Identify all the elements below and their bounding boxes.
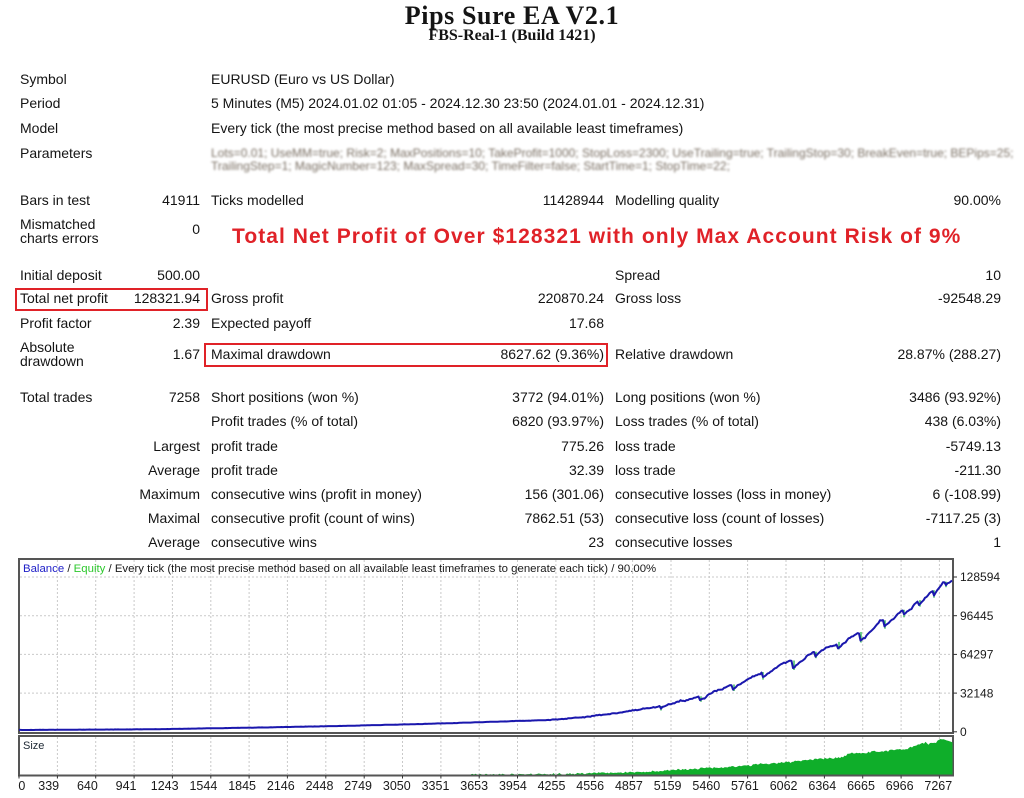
svg-text:1845: 1845 — [228, 779, 256, 793]
svg-text:339: 339 — [38, 779, 59, 793]
svg-text:6966: 6966 — [886, 779, 914, 793]
svg-text:640: 640 — [77, 779, 98, 793]
svg-text:1243: 1243 — [151, 779, 179, 793]
svg-text:Balance / Equity / Every tick: Balance / Equity / Every tick (the most … — [23, 563, 656, 575]
svg-text:3653: 3653 — [460, 779, 488, 793]
svg-text:5159: 5159 — [654, 779, 682, 793]
svg-text:941: 941 — [116, 779, 137, 793]
svg-text:5761: 5761 — [731, 779, 759, 793]
svg-text:4255: 4255 — [538, 779, 566, 793]
svg-text:7267: 7267 — [924, 779, 952, 793]
svg-text:3351: 3351 — [422, 779, 450, 793]
svg-text:2146: 2146 — [267, 779, 295, 793]
svg-text:3954: 3954 — [499, 779, 527, 793]
svg-text:2448: 2448 — [306, 779, 334, 793]
svg-text:0: 0 — [960, 725, 967, 739]
svg-text:2749: 2749 — [344, 779, 372, 793]
svg-text:5460: 5460 — [692, 779, 720, 793]
svg-text:4556: 4556 — [576, 779, 604, 793]
svg-text:32148: 32148 — [960, 686, 994, 700]
svg-text:128594: 128594 — [960, 570, 1000, 584]
svg-text:1544: 1544 — [189, 779, 217, 793]
svg-text:0: 0 — [18, 779, 25, 793]
svg-text:6665: 6665 — [847, 779, 875, 793]
svg-text:Size: Size — [23, 740, 44, 752]
svg-text:96445: 96445 — [960, 609, 994, 623]
svg-text:4857: 4857 — [615, 779, 643, 793]
svg-text:3050: 3050 — [383, 779, 411, 793]
svg-text:6062: 6062 — [770, 779, 798, 793]
svg-text:64297: 64297 — [960, 648, 994, 662]
svg-text:6364: 6364 — [808, 779, 836, 793]
